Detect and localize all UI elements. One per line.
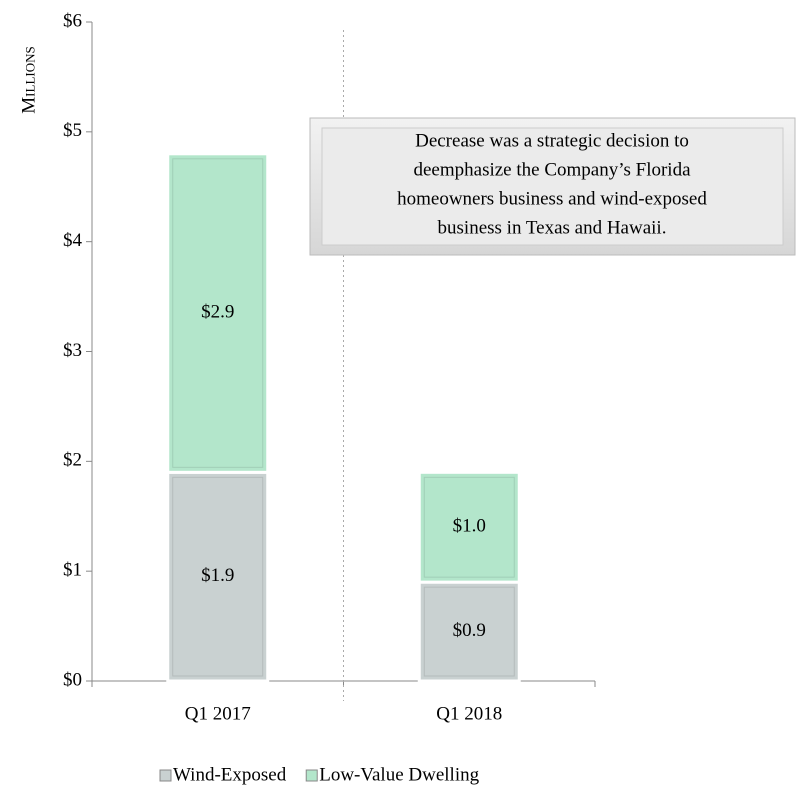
y-tick-label: $5 — [63, 120, 82, 141]
legend-swatch — [305, 769, 318, 782]
annotation-text: business in Texas and Hawaii. — [438, 217, 667, 238]
bar-segment — [166, 152, 270, 474]
bar-bevel — [423, 476, 515, 578]
bar-bevel — [172, 476, 264, 677]
x-tick-label: Q1 2017 — [185, 703, 251, 724]
annotation-inner — [321, 127, 784, 246]
value-label: $2.9 — [201, 301, 234, 322]
y-tick-label: $3 — [63, 340, 82, 361]
annotation-text: Decrease was a strategic decision to — [415, 130, 689, 151]
x-tick-label: Q1 2018 — [436, 703, 502, 724]
y-axis-label: Millions — [18, 46, 39, 113]
legend-label: Low-Value Dwelling — [319, 764, 479, 785]
value-label: $1.9 — [201, 565, 234, 586]
legend-swatch — [159, 769, 172, 782]
value-label: $0.9 — [453, 620, 486, 641]
annotation-text: homeowners business and wind-exposed — [397, 188, 707, 209]
bar-segment — [417, 470, 521, 584]
bar-segment — [417, 580, 521, 683]
bar-bevel — [423, 586, 515, 677]
y-tick-label: $0 — [63, 669, 82, 690]
value-label: $1.0 — [453, 516, 486, 537]
legend-label: Wind-Exposed — [173, 764, 287, 785]
bar-bevel — [172, 158, 264, 468]
y-tick-label: $6 — [63, 10, 82, 31]
y-tick-label: $2 — [63, 450, 82, 471]
annotation-text: deemphasize the Company’s Florida — [413, 159, 691, 180]
y-tick-label: $1 — [63, 560, 82, 581]
y-tick-label: $4 — [63, 230, 83, 251]
